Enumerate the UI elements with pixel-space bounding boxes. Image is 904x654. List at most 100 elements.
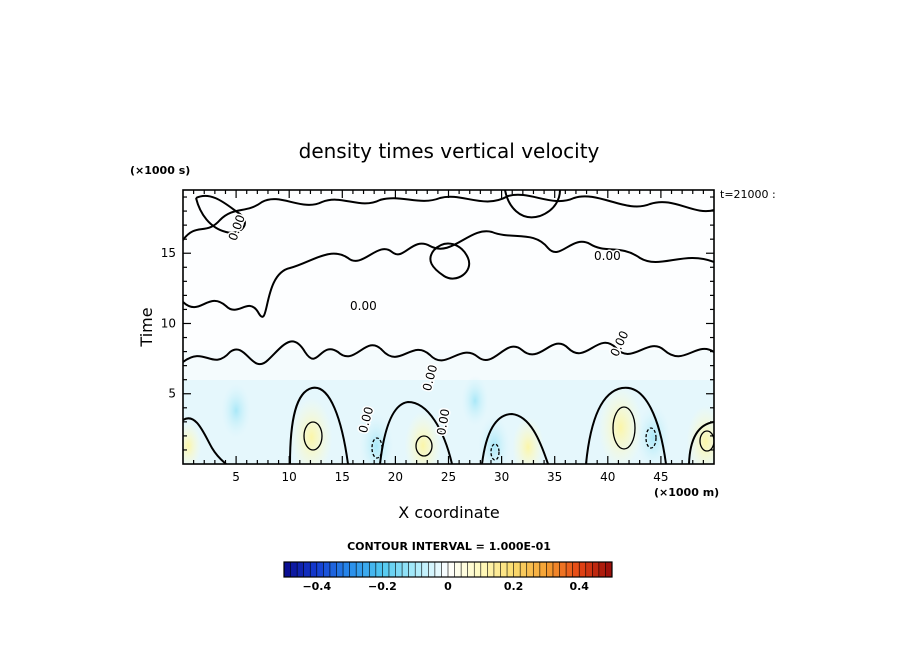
contour-label: 0.00 [350, 299, 377, 313]
colorbar-cell [598, 562, 606, 577]
colorbar-cell [454, 562, 462, 577]
field-positive-region [404, 410, 442, 464]
neg-contour-3 [645, 427, 657, 449]
colorbar-cell [408, 562, 416, 577]
contour-label: 0.00 [594, 249, 621, 263]
colorbar-cell [356, 562, 364, 577]
field-negative-region [478, 415, 511, 464]
colorbar-cell [539, 562, 547, 577]
neg-contour-2 [490, 443, 500, 461]
contour-line-10 [429, 242, 471, 280]
contour-line-12 [195, 195, 246, 234]
colorbar-cell [526, 562, 534, 577]
colorbar-cell [448, 562, 455, 577]
colorbar-cell [605, 562, 613, 577]
colorbar-tick-label: −0.2 [368, 580, 397, 593]
colorbar-cell [303, 562, 311, 577]
colorbar-cell [579, 562, 587, 577]
x-tick-label: 10 [282, 470, 297, 484]
colorbar-cell [336, 562, 344, 577]
colorbar-cell [310, 562, 318, 577]
y-axis: 5 10 15 [161, 196, 714, 451]
colorbar-cell [552, 562, 560, 577]
contour-label: 0.00 [356, 405, 376, 434]
contour-line-8 [183, 417, 227, 464]
time-stamp: t=21000 : [720, 188, 776, 201]
colorbar-tick-label: 0.4 [569, 580, 589, 593]
colorbar-cell [395, 562, 403, 577]
neg-contour-1 [371, 437, 383, 459]
colorbar-ticks: −0.4 −0.2 0 0.2 0.4 [302, 580, 589, 593]
x-tick-label: 45 [653, 470, 668, 484]
upper-white-region [183, 190, 714, 350]
pos-contour-1 [303, 421, 323, 451]
colorbar-tick-label: −0.4 [302, 580, 331, 593]
contour-label: 0.00 [434, 408, 452, 437]
y-tick-label: 10 [161, 316, 176, 330]
x-tick-label: 35 [547, 470, 562, 484]
field-positive-region [512, 417, 545, 464]
colorbar-cell [461, 562, 468, 577]
colorbar-cell [329, 562, 337, 577]
field-negative-region [461, 375, 489, 426]
colorbar-cell [323, 562, 331, 577]
colorbar-cell [290, 562, 298, 577]
colorbar-cell [421, 562, 429, 577]
colorbar-cell [572, 562, 580, 577]
colorbar-cell [467, 562, 475, 577]
colorbar-tick-label: 0.2 [504, 580, 524, 593]
colorbar-cell [592, 562, 600, 577]
field-positive-region [183, 421, 202, 464]
contour-line-9 [688, 421, 714, 464]
x-tick-label: 5 [232, 470, 240, 484]
colorbar-cell [566, 562, 573, 577]
colorbar-cell [585, 562, 593, 577]
chart-title: density times vertical velocity [299, 139, 600, 163]
colorbar-cell [559, 562, 567, 577]
colorbar-cell [441, 562, 449, 577]
colorbar-tick-label: 0 [444, 580, 452, 593]
contour-line-2 [183, 230, 714, 318]
colorbar-cell [349, 562, 357, 577]
colorbar-cell [500, 562, 508, 577]
y-tick-label: 15 [161, 246, 176, 260]
field-negative-region [221, 383, 251, 439]
colorbar-frame [283, 561, 613, 578]
colorbar-cell [520, 562, 528, 577]
colorbar-cell [507, 562, 514, 577]
y-unit-label: (×1000 s) [130, 164, 190, 177]
colorbar-cell [388, 562, 396, 577]
contour-line-11 [504, 190, 561, 219]
contour-lines [183, 190, 714, 464]
contour-line-1 [183, 340, 714, 366]
colorbar-cell [297, 562, 304, 577]
colorbar-cell [362, 562, 370, 577]
contour-line-5 [379, 400, 453, 464]
field-positive-region [290, 397, 333, 464]
x-tick-label: 20 [388, 470, 403, 484]
x-tick-label: 30 [494, 470, 509, 484]
colorbar-cell [369, 562, 377, 577]
colorbar-cell [415, 562, 423, 577]
x-axis-title: X coordinate [398, 503, 499, 522]
colorbar-cell [428, 562, 436, 577]
field-negative-region [359, 413, 394, 464]
colorbar-cell [284, 562, 291, 577]
field-negative-region [636, 404, 671, 464]
contour-line-7 [585, 386, 667, 464]
y-tick-label: 5 [168, 387, 176, 401]
colorbar [283, 561, 613, 578]
colorbar-cell [493, 562, 501, 577]
colorbar-cell [434, 562, 442, 577]
colorbar-cell [533, 562, 541, 577]
colorbar-cell [487, 562, 495, 577]
pos-contour-2 [415, 435, 433, 457]
colorbar-cell [382, 562, 390, 577]
colorbar-cell [343, 562, 350, 577]
colorbar-cell [402, 562, 409, 577]
plot-area: 0.00 0.00 0.00 0.00 0.00 0.00 0.00 [182, 189, 715, 465]
colorbar-cell [546, 562, 554, 577]
x-tick-label: 15 [335, 470, 350, 484]
colorbar-cell [480, 562, 488, 577]
